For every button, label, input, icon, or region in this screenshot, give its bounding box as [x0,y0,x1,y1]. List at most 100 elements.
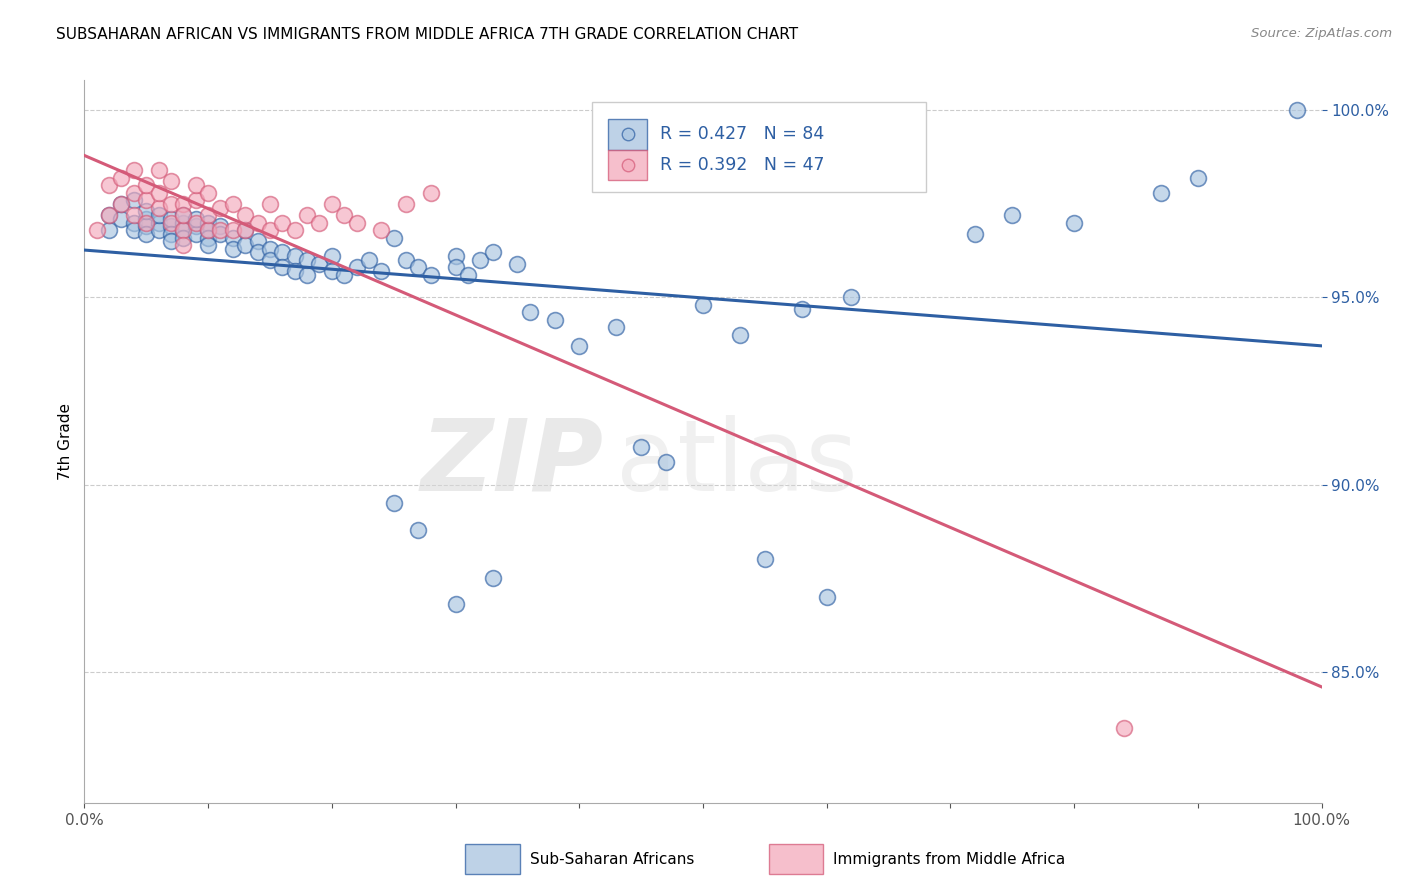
Point [321,196,343,211]
Point [222,223,245,237]
Point [148,215,170,229]
Point [135,178,157,193]
Point [172,208,194,222]
Point [246,234,269,248]
Point [233,223,256,237]
Point [197,230,219,244]
Point [160,174,183,188]
Point [160,227,183,241]
Point [135,219,157,234]
Point [197,208,219,222]
Point [754,552,776,566]
Text: R = 0.427   N = 84: R = 0.427 N = 84 [659,126,824,144]
Point [233,238,256,252]
Point [209,201,232,215]
Point [259,252,281,267]
Point [271,215,294,229]
Point [271,245,294,260]
Point [382,230,405,244]
Point [395,252,418,267]
Point [172,196,194,211]
Point [965,227,987,241]
Text: atlas: atlas [616,415,858,512]
Point [568,339,591,353]
Point [172,238,194,252]
Point [209,227,232,241]
Point [98,208,121,222]
Point [148,163,170,178]
Point [122,208,145,222]
Point [271,260,294,275]
Point [184,215,207,229]
Point [184,193,207,207]
Point [209,219,232,234]
Point [357,252,380,267]
Point [160,196,183,211]
Point [184,219,207,234]
Point [135,193,157,207]
Point [1063,215,1085,229]
Point [98,178,121,193]
Point [197,186,219,200]
Point [259,223,281,237]
Point [370,264,392,278]
Point [135,215,157,229]
Point [321,264,343,278]
Point [148,208,170,222]
Point [408,260,430,275]
Text: Sub-Saharan Africans: Sub-Saharan Africans [530,852,695,867]
Point [815,590,838,604]
Point [295,268,318,282]
Text: Immigrants from Middle Africa: Immigrants from Middle Africa [832,852,1066,867]
Point [148,223,170,237]
Point [346,215,368,229]
Point [259,242,281,256]
FancyBboxPatch shape [607,120,647,150]
Point [197,238,219,252]
FancyBboxPatch shape [592,102,925,193]
Point [481,571,503,585]
Point [419,186,441,200]
Point [655,455,678,469]
Point [222,230,245,244]
Point [172,223,194,237]
Point [1285,103,1308,118]
Text: Source: ZipAtlas.com: Source: ZipAtlas.com [1251,27,1392,40]
Point [110,170,132,185]
Point [457,268,479,282]
Point [122,163,145,178]
Point [184,227,207,241]
Point [321,249,343,263]
Point [382,496,405,510]
Y-axis label: 7th Grade: 7th Grade [58,403,73,480]
FancyBboxPatch shape [465,844,520,874]
Point [172,223,194,237]
Point [346,260,368,275]
Point [197,223,219,237]
Point [1001,208,1024,222]
Point [122,223,145,237]
Point [222,242,245,256]
Point [160,219,183,234]
Point [284,249,307,263]
Point [135,211,157,226]
Point [122,186,145,200]
Point [605,320,627,334]
Point [197,223,219,237]
Point [308,215,330,229]
Point [419,268,441,282]
Point [790,301,813,316]
Point [233,223,256,237]
Point [370,223,392,237]
Point [160,211,183,226]
Point [333,268,356,282]
Point [1187,170,1209,185]
Point [86,223,108,237]
Point [110,196,132,211]
Point [110,196,132,211]
Point [184,211,207,226]
Point [444,260,467,275]
Point [470,252,492,267]
Text: SUBSAHARAN AFRICAN VS IMMIGRANTS FROM MIDDLE AFRICA 7TH GRADE CORRELATION CHART: SUBSAHARAN AFRICAN VS IMMIGRANTS FROM MI… [56,27,799,42]
Point [110,211,132,226]
